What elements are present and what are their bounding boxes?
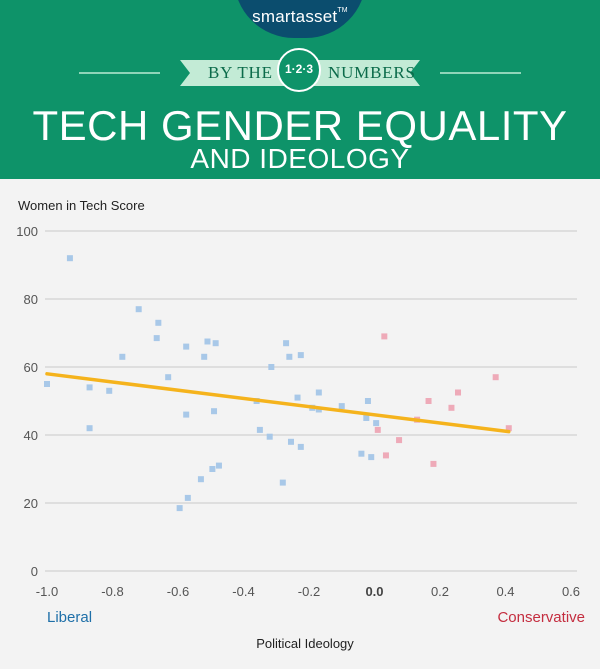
point-liberal [165,374,172,381]
point-liberal [215,462,222,469]
x-axis-title: Political Ideology [256,636,354,651]
point-conservative [382,452,389,459]
y-tick-label: 20 [24,496,38,511]
point-liberal [268,364,275,370]
point-liberal [266,433,273,440]
banner-text-left: BY THE [208,63,273,82]
point-conservative [425,398,432,404]
y-tick-label: 80 [24,292,38,307]
page-subtitle: AND IDEOLOGY [190,143,410,174]
x-tick-labels: -1.0 -0.8 -0.6 -0.4 -0.2 0.0 0.2 0.4 0.6 [36,584,580,599]
point-liberal [135,306,142,313]
trend-line [45,372,511,434]
point-conservative [448,404,455,411]
y-tick-labels: 0 20 40 60 80 100 [16,224,38,579]
y-tick-label: 0 [31,564,38,579]
point-conservative [505,425,512,432]
brand-logo[interactable]: smartassetTM [234,7,366,27]
x-tick-label: 0.4 [496,584,514,599]
point-liberal [106,387,113,394]
point-liberal [279,479,286,486]
y-tick-label: 40 [24,428,38,443]
point-conservative [492,374,499,381]
x-tick-label: 0.6 [562,584,580,599]
point-liberal [209,466,216,472]
point-liberal [373,420,380,427]
x-tick-label: -0.2 [298,584,320,599]
point-liberal [212,340,219,347]
page-title: TECH GENDER EQUALITY [32,102,568,149]
header-rule-left [79,72,160,74]
point-conservative [381,333,388,340]
point-liberal [211,408,218,415]
point-liberal [204,338,211,345]
x-tick-label: -0.6 [167,584,189,599]
point-liberal [66,255,73,262]
point-conservative [374,426,381,433]
point-liberal [184,494,191,501]
point-conservative [396,437,403,444]
header-banner: smartassetTM BY THE 1·2·3 NUMBERS TECH G… [0,0,600,179]
x-tick-label: -1.0 [36,584,58,599]
brand-name: smartasset [252,7,338,26]
point-liberal [297,352,304,359]
point-liberal [86,384,93,391]
conservative-label: Conservative [497,609,585,626]
point-liberal [338,403,345,410]
point-liberal [119,353,126,360]
point-liberal [297,443,304,450]
point-conservative [455,389,462,396]
point-liberal [183,343,190,350]
header-rule-right [440,72,521,74]
point-liberal [256,426,263,433]
point-liberal [153,335,160,342]
point-liberal [364,398,371,404]
x-tick-label: 0.2 [431,584,449,599]
badge-text: 1·2·3 [284,62,313,76]
point-liberal [368,454,375,461]
point-liberal [363,415,370,421]
point-liberal [183,411,190,418]
point-liberal [315,389,322,396]
point-conservative [430,460,437,467]
y-tick-label: 100 [16,224,38,239]
point-liberal [283,340,290,347]
y-tick-label: 60 [24,360,38,375]
x-tick-label: -0.8 [101,584,123,599]
x-tick-label: 0.0 [365,584,383,599]
badge-circle [277,48,321,92]
liberal-label: Liberal [47,609,92,626]
point-liberal [286,353,293,360]
scatter-chart: Women in Tech Score 0 20 40 60 80 100 -1.0 -0.… [16,198,585,651]
point-liberal [176,505,183,512]
point-liberal [294,394,301,401]
banner-text-right: NUMBERS [328,63,416,82]
point-liberal [358,450,365,457]
point-liberal [287,438,294,445]
y-axis-title: Women in Tech Score [18,198,145,213]
point-liberal [155,319,162,326]
brand-trademark: TM [337,7,348,14]
point-liberal [44,381,50,387]
point-liberal [86,425,93,432]
gridlines [45,230,577,572]
point-liberal [201,353,208,360]
x-tick-label: -0.4 [232,584,254,599]
point-liberal [197,476,204,483]
